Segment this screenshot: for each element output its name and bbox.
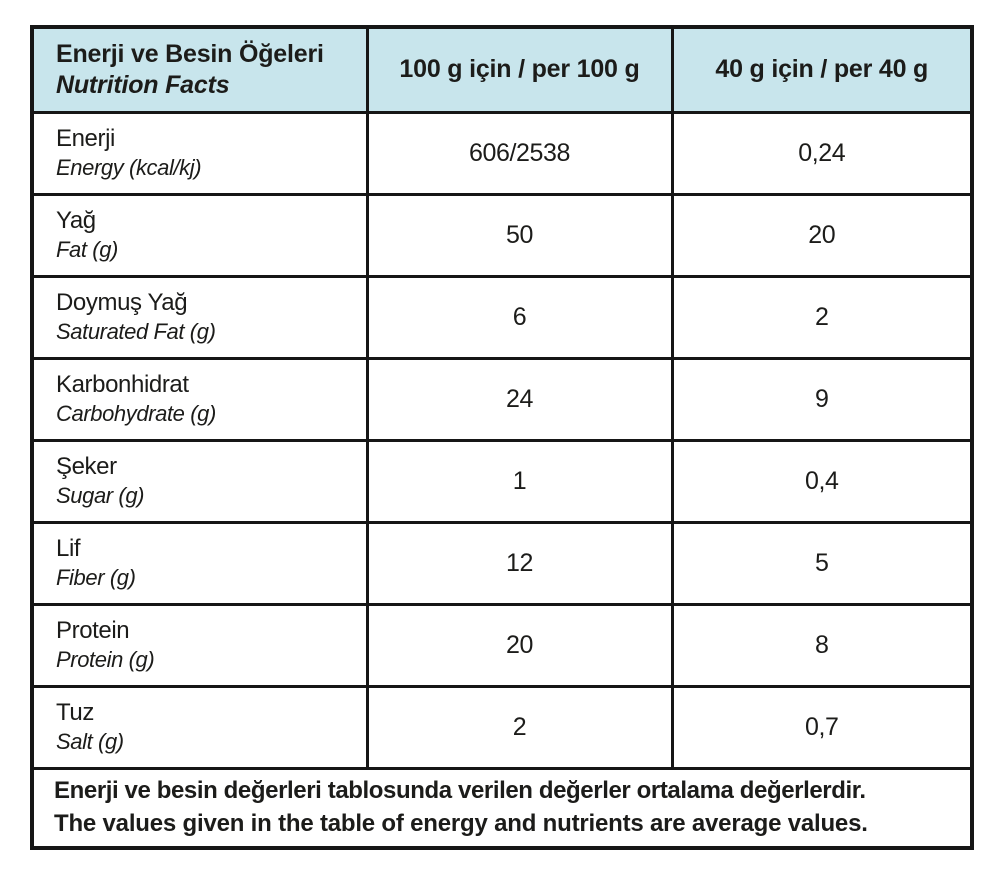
table-row-sugar: Şeker Sugar (g) 1 0,4 bbox=[30, 438, 974, 524]
header-row: Enerji ve Besin Öğeleri Nutrition Facts … bbox=[30, 25, 974, 114]
table-row-fiber: Lif Fiber (g) 12 5 bbox=[30, 520, 974, 606]
row-label: Protein Protein (g) bbox=[30, 602, 369, 688]
nutrient-name-english: Sugar (g) bbox=[56, 483, 145, 509]
average-values-note: Enerji ve besin değerleri tablosunda ver… bbox=[30, 766, 974, 850]
table-row-fat: Yağ Fat (g) 50 20 bbox=[30, 192, 974, 278]
value-per-40g: 9 bbox=[670, 356, 974, 442]
header-cell-per-100g: 100 g için / per 100 g bbox=[365, 25, 674, 114]
table-footer: Enerji ve besin değerleri tablosunda ver… bbox=[30, 766, 974, 850]
header-title-turkish: Enerji ve Besin Öğeleri bbox=[56, 39, 324, 68]
nutrient-name-english: Protein (g) bbox=[56, 647, 155, 673]
nutrient-name-turkish: Protein bbox=[56, 617, 130, 645]
nutrient-name-english: Energy (kcal/kj) bbox=[56, 155, 202, 181]
value-per-40g: 0,24 bbox=[670, 110, 974, 196]
value-per-40g: 2 bbox=[670, 274, 974, 360]
nutrient-name-turkish: Yağ bbox=[56, 207, 96, 235]
nutrient-name-english: Carbohydrate (g) bbox=[56, 401, 216, 427]
value-per-100g: 50 bbox=[365, 192, 674, 278]
value-per-100g: 6 bbox=[365, 274, 674, 360]
nutrient-name-english: Fiber (g) bbox=[56, 565, 136, 591]
nutrient-name-turkish: Tuz bbox=[56, 699, 94, 727]
value-per-100g: 2 bbox=[365, 684, 674, 770]
row-label: Karbonhidrat Carbohydrate (g) bbox=[30, 356, 369, 442]
header-cell-nutrients: Enerji ve Besin Öğeleri Nutrition Facts bbox=[30, 25, 369, 114]
value-per-40g: 20 bbox=[670, 192, 974, 278]
nutrient-name-turkish: Enerji bbox=[56, 125, 115, 153]
row-label: Yağ Fat (g) bbox=[30, 192, 369, 278]
value-per-100g: 606/2538 bbox=[365, 110, 674, 196]
footnote-english: The values given in the table of energy … bbox=[54, 809, 868, 837]
value-per-100g: 1 bbox=[365, 438, 674, 524]
value-per-100g: 12 bbox=[365, 520, 674, 606]
table-header: Enerji ve Besin Öğeleri Nutrition Facts … bbox=[30, 25, 974, 114]
value-per-40g: 0,7 bbox=[670, 684, 974, 770]
value-per-40g: 8 bbox=[670, 602, 974, 688]
nutrient-name-turkish: Şeker bbox=[56, 453, 117, 481]
nutrient-name-english: Salt (g) bbox=[56, 729, 124, 755]
row-label: Şeker Sugar (g) bbox=[30, 438, 369, 524]
nutrient-name-english: Fat (g) bbox=[56, 237, 118, 263]
table-body: Enerji Energy (kcal/kj) 606/2538 0,24 Ya… bbox=[30, 110, 974, 770]
table-row-energy: Enerji Energy (kcal/kj) 606/2538 0,24 bbox=[30, 110, 974, 196]
row-label: Lif Fiber (g) bbox=[30, 520, 369, 606]
value-per-100g: 24 bbox=[365, 356, 674, 442]
nutrient-name-turkish: Doymuş Yağ bbox=[56, 289, 188, 317]
nutrient-name-english: Saturated Fat (g) bbox=[56, 319, 216, 345]
footnote-turkish: Enerji ve besin değerleri tablosunda ver… bbox=[54, 777, 866, 805]
value-per-40g: 5 bbox=[670, 520, 974, 606]
header-cell-per-40g: 40 g için / per 40 g bbox=[670, 25, 974, 114]
header-title-english: Nutrition Facts bbox=[56, 70, 230, 99]
footer-row: Enerji ve besin değerleri tablosunda ver… bbox=[30, 766, 974, 850]
nutrition-facts-table: Enerji ve Besin Öğeleri Nutrition Facts … bbox=[30, 25, 974, 850]
table-row-salt: Tuz Salt (g) 2 0,7 bbox=[30, 684, 974, 770]
table-row-carbohydrate: Karbonhidrat Carbohydrate (g) 24 9 bbox=[30, 356, 974, 442]
row-label: Doymuş Yağ Saturated Fat (g) bbox=[30, 274, 369, 360]
nutrient-name-turkish: Karbonhidrat bbox=[56, 371, 189, 399]
table-row-protein: Protein Protein (g) 20 8 bbox=[30, 602, 974, 688]
table-row-saturated-fat: Doymuş Yağ Saturated Fat (g) 6 2 bbox=[30, 274, 974, 360]
row-label: Enerji Energy (kcal/kj) bbox=[30, 110, 369, 196]
value-per-100g: 20 bbox=[365, 602, 674, 688]
row-label: Tuz Salt (g) bbox=[30, 684, 369, 770]
value-per-40g: 0,4 bbox=[670, 438, 974, 524]
nutrient-name-turkish: Lif bbox=[56, 535, 81, 563]
